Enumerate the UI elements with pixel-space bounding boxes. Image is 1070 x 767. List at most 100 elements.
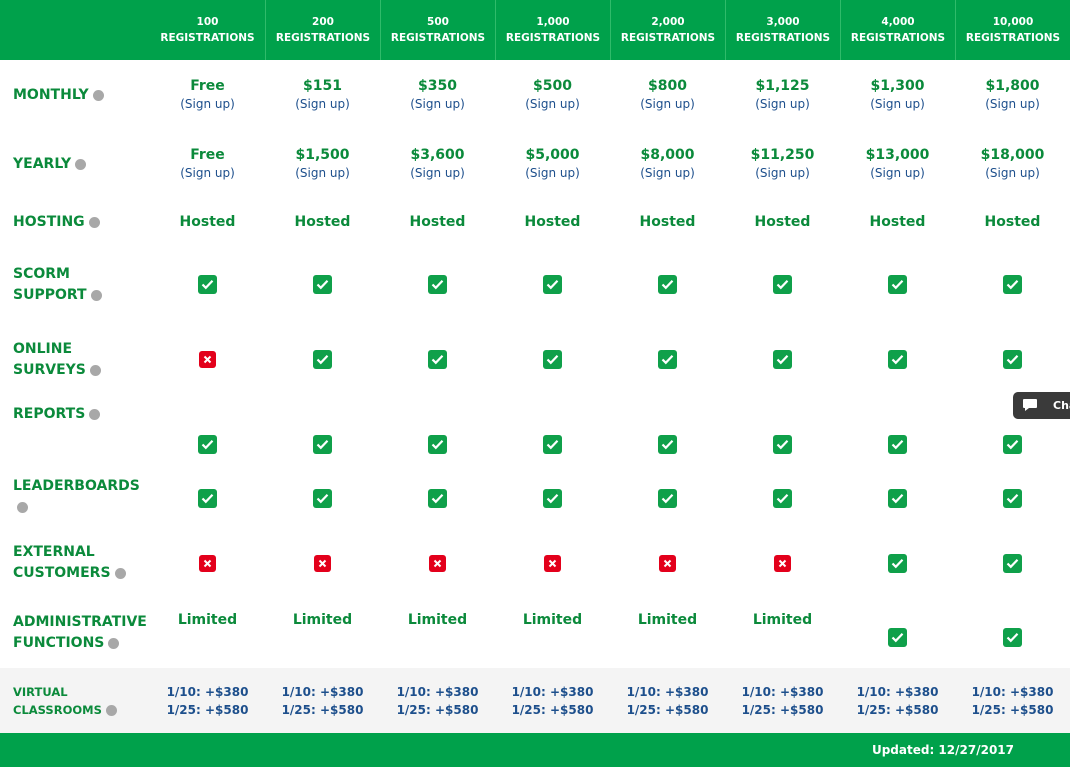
label-text: HOSTING	[13, 213, 85, 230]
table-cell: 1/10: +$380 1/25: +$580	[150, 668, 265, 733]
check-icon	[543, 434, 562, 454]
table-cell	[380, 323, 495, 396]
table-cell: $11,250 (Sign up)	[725, 130, 840, 198]
label-line: ADMINISTRATIVE	[13, 612, 153, 633]
column-header: 10,000 REGISTRATIONS	[955, 0, 1070, 60]
column-header: 200 REGISTRATIONS	[265, 0, 380, 60]
label-line: YEARLY	[13, 154, 153, 175]
table-cell: 1/10: +$380 1/25: +$580	[840, 668, 955, 733]
sign-up-link[interactable]: (Sign up)	[640, 97, 695, 111]
table-cell	[955, 598, 1070, 668]
registration-count: 2,000	[651, 16, 685, 28]
sign-up-link[interactable]: (Sign up)	[180, 166, 235, 180]
sign-up-link[interactable]: (Sign up)	[410, 166, 465, 180]
help-icon[interactable]	[75, 158, 87, 170]
help-icon[interactable]	[114, 568, 126, 579]
help-icon[interactable]	[108, 638, 120, 649]
table-cell	[265, 528, 380, 598]
column-header: 1,000 REGISTRATIONS	[495, 0, 610, 60]
label-text: EXTERNAL	[13, 544, 95, 560]
table-cell: $1,800 (Sign up)	[955, 60, 1070, 130]
sign-up-link[interactable]: (Sign up)	[525, 97, 580, 111]
registration-unit: REGISTRATIONS	[850, 32, 946, 44]
cell-text: Hosted	[294, 214, 351, 230]
cell-text: Hosted	[984, 214, 1041, 230]
label-line: MONTHLY	[13, 85, 153, 106]
column-header: 100 REGISTRATIONS	[150, 0, 265, 60]
check-icon	[313, 434, 332, 454]
table-cell: Hosted	[150, 198, 265, 246]
table-cell	[380, 396, 495, 468]
help-icon[interactable]	[89, 364, 101, 376]
table-cell	[380, 468, 495, 528]
sign-up-link[interactable]: (Sign up)	[295, 166, 350, 180]
sign-up-link[interactable]: (Sign up)	[870, 97, 925, 111]
chat-widget[interactable]: Chat	[1013, 392, 1070, 419]
cell-text: Limited	[522, 612, 583, 628]
table-cell	[840, 396, 955, 468]
sign-up-link[interactable]: (Sign up)	[525, 166, 580, 180]
registration-count: 4,000	[881, 16, 915, 28]
table-cell	[725, 528, 840, 598]
help-icon[interactable]	[105, 704, 117, 716]
classroom-price: 1/10: +$380	[741, 684, 824, 699]
classroom-price: 1/10: +$380	[971, 684, 1054, 699]
classroom-price: 1/25: +$580	[511, 702, 594, 717]
sign-up-link[interactable]: (Sign up)	[870, 166, 925, 180]
price: $500	[533, 78, 572, 94]
price: $1,500	[295, 147, 350, 163]
table-cell: Free (Sign up)	[150, 130, 265, 198]
table-cell: $5,000 (Sign up)	[495, 130, 610, 198]
table-cell	[955, 528, 1070, 598]
check-icon	[658, 350, 677, 369]
price: $151	[303, 78, 342, 94]
label-text: ONLINE	[13, 340, 73, 357]
column-header: 500 REGISTRATIONS	[380, 0, 495, 60]
table-cell	[610, 323, 725, 396]
table-cell: $18,000 (Sign up)	[955, 130, 1070, 198]
classroom-price: 1/10: +$380	[166, 684, 249, 699]
sign-up-link[interactable]: (Sign up)	[755, 166, 810, 180]
registration-count: 200	[312, 16, 334, 28]
label-text: SUPPORT	[13, 286, 87, 303]
table-cell	[610, 246, 725, 323]
help-icon[interactable]	[88, 216, 100, 228]
sign-up-link[interactable]: (Sign up)	[640, 166, 695, 180]
help-icon[interactable]	[92, 89, 104, 101]
row-label: VIRTUAL CLASSROOMS	[13, 668, 153, 733]
table-cell	[150, 396, 265, 468]
check-icon	[198, 275, 217, 294]
registration-unit: REGISTRATIONS	[505, 32, 601, 44]
sign-up-link[interactable]: (Sign up)	[410, 97, 465, 111]
help-icon[interactable]	[17, 502, 28, 513]
sign-up-link[interactable]: (Sign up)	[985, 97, 1040, 111]
label-line: HOSTING	[13, 212, 153, 233]
row-label: SCORM SUPPORT	[13, 246, 153, 323]
table-cell	[495, 468, 610, 528]
check-icon	[428, 350, 447, 369]
sign-up-link[interactable]: (Sign up)	[755, 97, 810, 111]
updated-date: Updated: 12/27/2017	[871, 743, 1014, 757]
label-line: CLASSROOMS	[13, 701, 153, 719]
price: $3,600	[410, 147, 465, 163]
cell-text: Limited	[637, 612, 698, 628]
help-icon[interactable]	[90, 289, 102, 301]
classroom-price: 1/25: +$580	[166, 702, 249, 717]
sign-up-link[interactable]: (Sign up)	[295, 97, 350, 111]
table-cell: $500 (Sign up)	[495, 60, 610, 130]
row-label: HOSTING	[13, 198, 153, 246]
table-cell	[610, 528, 725, 598]
price: $13,000	[865, 147, 930, 163]
sign-up-link[interactable]: (Sign up)	[985, 166, 1040, 180]
table-cell: Limited	[150, 598, 265, 668]
check-icon	[313, 275, 332, 294]
cross-icon	[199, 351, 216, 368]
sign-up-link[interactable]: (Sign up)	[180, 97, 235, 111]
classroom-price: 1/10: +$380	[511, 684, 594, 699]
help-icon[interactable]	[89, 409, 101, 420]
check-icon	[543, 350, 562, 369]
table-cell	[380, 246, 495, 323]
classroom-price: 1/25: +$580	[856, 702, 939, 717]
label-text: MONTHLY	[13, 86, 89, 103]
check-icon	[658, 488, 677, 508]
